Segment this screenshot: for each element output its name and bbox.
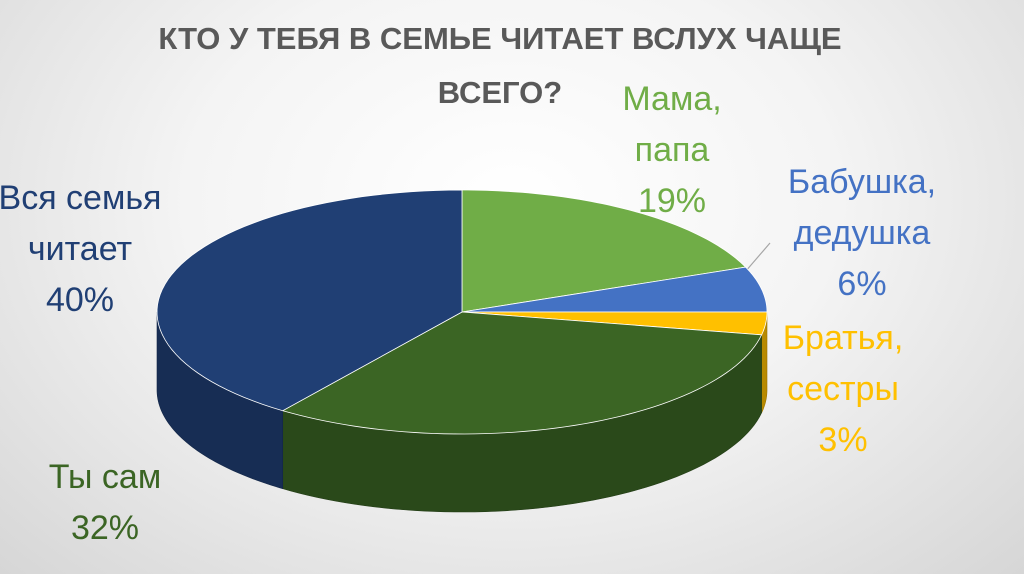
category-label: Ты сам xyxy=(48,458,162,496)
data-label: Ты сам 32% xyxy=(5,452,205,554)
slice xyxy=(461,266,768,313)
value-label: 3% xyxy=(818,421,868,459)
slice xyxy=(281,311,763,435)
value-label: 32% xyxy=(70,509,140,547)
data-label: Мама, папа 19% xyxy=(597,74,747,227)
category-label: Вся семья читает xyxy=(0,179,162,268)
category-label: Мама, папа xyxy=(622,80,722,169)
data-label: Вся семья читает 40% xyxy=(0,173,200,326)
value-label: 6% xyxy=(837,265,887,303)
value-label: 40% xyxy=(45,281,115,319)
data-label: Бабушка, дедушка 6% xyxy=(757,157,967,310)
slice xyxy=(461,189,747,313)
category-label: Братья, сестры xyxy=(782,319,904,408)
category-label: Бабушка, дедушка xyxy=(787,163,937,252)
data-label: Братья, сестры 3% xyxy=(748,313,938,466)
leader-line xyxy=(744,242,771,273)
value-label: 19% xyxy=(637,182,707,220)
slice xyxy=(156,189,463,412)
chart-title: КТО У ТЕБЯ В СЕМЬЕ ЧИТАЕТ ВСЛУХ ЧАЩЕ ВСЕ… xyxy=(158,21,842,110)
